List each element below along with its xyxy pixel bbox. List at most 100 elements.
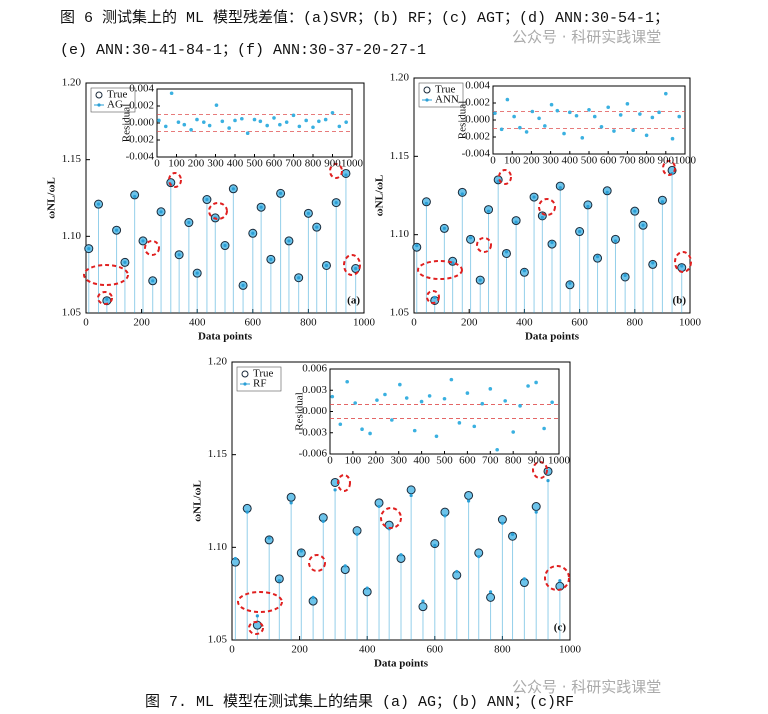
- residual-point: [664, 91, 668, 96]
- residual-point: [233, 118, 237, 123]
- inset-x-tick-label: 800: [638, 155, 655, 167]
- x-tick-label: 0: [229, 644, 235, 656]
- inset-x-tick-label: 300: [542, 155, 559, 167]
- x-tick-label: 1000: [559, 644, 582, 656]
- predicted-point: [231, 187, 235, 191]
- predicted-point: [299, 549, 303, 553]
- predicted-point: [409, 493, 413, 498]
- predicted-point: [651, 261, 655, 265]
- residual-point: [163, 124, 168, 129]
- predicted-point: [241, 283, 245, 287]
- residual-point: [530, 109, 535, 114]
- residual-point: [580, 136, 585, 140]
- inset-y-tick-label: -0.004: [126, 151, 155, 163]
- inset-y-tick-label: 0.000: [129, 117, 154, 129]
- inset-y-tick-label: -0.002: [462, 131, 490, 143]
- y-axis-label: ωNL/ωL: [46, 177, 58, 219]
- residual-point: [189, 128, 193, 132]
- legend-label: True: [253, 368, 273, 380]
- predicted-point: [586, 204, 590, 209]
- inset-frame: [156, 88, 353, 158]
- x-tick-label: 800: [300, 317, 317, 329]
- predicted-point: [477, 555, 481, 559]
- predicted-point: [522, 577, 526, 581]
- panel-label: (c): [554, 622, 567, 634]
- legend-label: AG: [107, 99, 123, 111]
- predicted-point: [500, 521, 504, 525]
- residual-point: [353, 401, 357, 405]
- highlight-circle: [426, 290, 440, 304]
- residual-point: [543, 124, 547, 128]
- residual-point: [670, 136, 675, 141]
- y-tick-label: 1.20: [62, 77, 82, 89]
- residual-point: [338, 422, 343, 427]
- residual-point: [220, 119, 225, 124]
- predicted-point: [251, 231, 255, 235]
- residual-point: [297, 124, 302, 129]
- inset-x-tick-label: 0: [327, 455, 333, 467]
- caption: 图 7. ML 模型在测试集上的结果 (a) AG；(b) ANN；(c)RF: [145, 693, 574, 711]
- predicted-point: [277, 579, 281, 583]
- predicted-point: [460, 192, 464, 196]
- y-tick-label: 1.15: [208, 448, 228, 460]
- residual-point: [638, 112, 642, 116]
- legend-marker: [241, 370, 249, 378]
- predicted-point: [433, 295, 437, 299]
- highlight-circle: [538, 198, 556, 216]
- predicted-point: [105, 297, 109, 301]
- x-tick-label: 200: [133, 317, 150, 329]
- y-tick-label: 1.05: [390, 307, 410, 319]
- residual-point: [207, 123, 212, 128]
- predicted-point: [578, 229, 582, 234]
- residual-point: [518, 404, 522, 408]
- true-point: [418, 602, 428, 612]
- highlight-circle: [476, 237, 492, 253]
- inset-x-tick-label: 1000: [341, 158, 364, 170]
- header-line: 图 6 测试集上的 ML 模型残差值：(a)SVR；(b) RF；(c) AGT…: [60, 9, 669, 27]
- inset-y-label: Residual: [457, 101, 469, 140]
- highlight-circle: [208, 202, 228, 220]
- predicted-point: [233, 556, 237, 561]
- x-axis-label: Data points: [525, 331, 580, 343]
- inset-y-label: Residual: [121, 104, 133, 143]
- x-tick-label: 400: [516, 317, 533, 329]
- residual-point: [330, 394, 335, 399]
- true-point: [531, 502, 541, 512]
- predicted-point: [421, 599, 425, 603]
- inset-y-tick-label: -0.004: [462, 148, 491, 160]
- residual-point: [488, 387, 493, 391]
- residual-point: [291, 113, 296, 118]
- predicted-point: [623, 273, 627, 277]
- predicted-point: [488, 590, 493, 594]
- residual-point: [606, 105, 610, 110]
- inset-x-tick-label: 800: [505, 455, 522, 467]
- inset-x-tick-label: 1000: [548, 455, 571, 467]
- predicted-point: [595, 255, 600, 259]
- residual-point: [398, 382, 402, 387]
- predicted-point: [187, 220, 191, 225]
- residual-point: [599, 125, 604, 129]
- inset-x-tick-label: 600: [600, 155, 617, 167]
- highlight-circle: [144, 240, 160, 256]
- true-point: [543, 466, 553, 476]
- true-point: [296, 548, 306, 558]
- residual-point: [562, 131, 566, 136]
- highlight-circle: [337, 474, 351, 492]
- predicted-point: [355, 532, 359, 536]
- y-tick-label: 1.15: [390, 150, 410, 162]
- inset-x-tick-label: 900: [658, 155, 675, 167]
- inset-y-tick-label: 0.003: [302, 384, 327, 396]
- residual-point: [284, 120, 289, 124]
- y-tick-label: 1.20: [390, 72, 410, 84]
- predicted-point: [568, 281, 572, 285]
- residual-point: [258, 119, 263, 124]
- residual-point: [449, 377, 454, 382]
- residual-point: [505, 97, 510, 102]
- inset-x-tick-label: 500: [581, 155, 598, 167]
- residual-point: [404, 396, 409, 400]
- true-point: [330, 477, 340, 487]
- predicted-point: [522, 269, 527, 273]
- y-axis-label: ωNL/ωL: [374, 175, 386, 217]
- x-axis-label: Data points: [374, 658, 429, 670]
